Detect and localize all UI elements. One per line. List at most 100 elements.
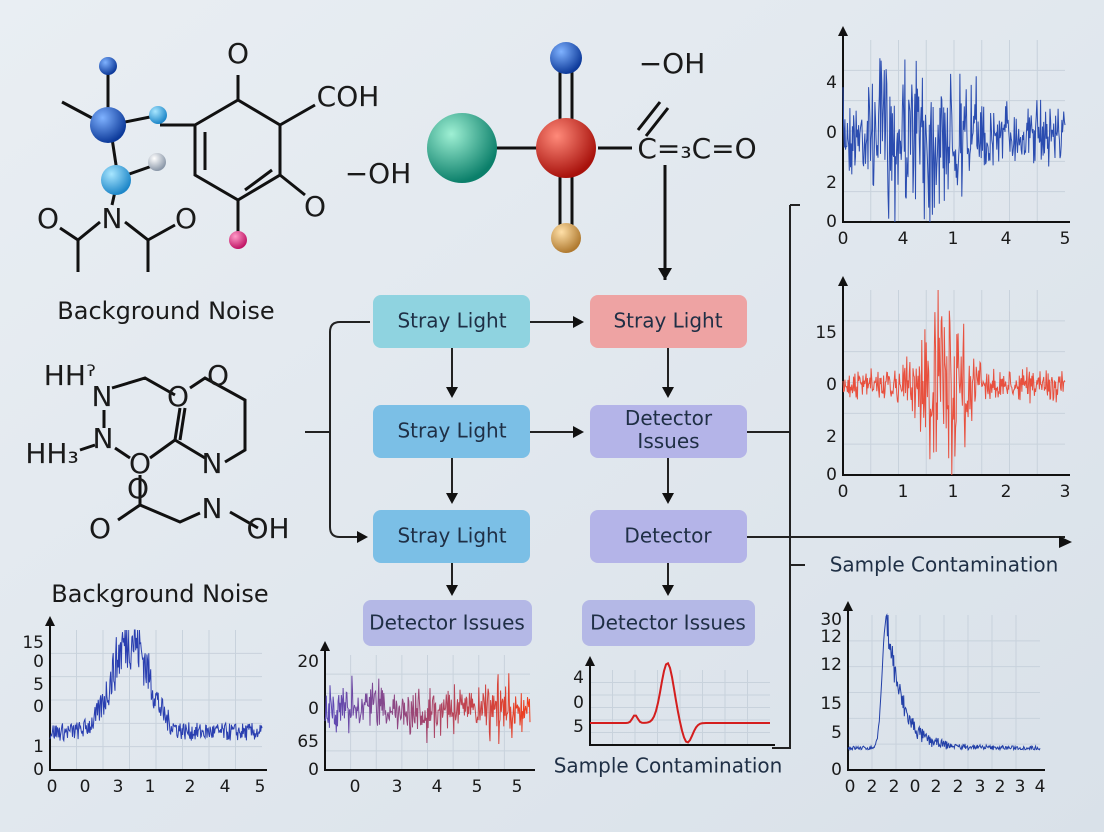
axis	[324, 645, 535, 771]
x-tick-label: 4	[432, 777, 443, 797]
node-label: Detector	[624, 524, 712, 548]
y-tick-label: 1	[33, 737, 44, 757]
x-tick-label: 0	[845, 777, 856, 797]
node-label: Stray Light	[397, 419, 506, 443]
node-box	[373, 510, 530, 563]
x-tick-label: 0	[910, 777, 921, 797]
x-tick-label: 3	[392, 777, 403, 797]
axis	[847, 605, 1045, 771]
atom: O	[37, 202, 59, 235]
y-tick-label: 0	[826, 375, 837, 395]
atom: O	[227, 37, 249, 70]
x-tick-label: 1	[898, 482, 909, 502]
y-tick-label: 0	[33, 760, 44, 780]
y-tick-label: 5	[831, 723, 842, 743]
node-box	[373, 405, 530, 458]
label: Sample Contamination	[830, 553, 1059, 577]
y-tick-label: 15	[22, 633, 44, 653]
y-tick-label: 2	[826, 173, 837, 193]
x-tick-label: 0	[80, 777, 91, 797]
atom: OH	[246, 512, 289, 545]
x-tick-label: 4	[1001, 229, 1012, 249]
node-label: Detector Issues	[369, 611, 525, 635]
node-label: Stray Light	[613, 309, 722, 333]
atom: HH₃	[25, 437, 78, 470]
x-tick-label: 4	[1035, 777, 1046, 797]
caption: Background Noise	[57, 297, 274, 325]
x-tick-label: 2	[185, 777, 196, 797]
axis-arrow	[838, 276, 848, 286]
x-tick-label: 0	[350, 777, 361, 797]
x-tick-label: 1	[948, 229, 959, 249]
molecule-3: HHˀ N O O HH₃ N O N O O N OH Background …	[25, 359, 289, 608]
y-tick-label: 5	[33, 675, 44, 695]
x-tick-label: 2	[889, 777, 900, 797]
atom: O	[207, 359, 229, 392]
y-tick-label: 0	[308, 760, 319, 780]
mini-chart: 4 0 5	[573, 656, 775, 746]
axis-arrow	[320, 641, 330, 651]
signal	[49, 629, 263, 743]
x-tick-label: 3	[1060, 482, 1071, 502]
x-tick-label: 5	[512, 777, 523, 797]
x-tick-label: 2	[995, 777, 1006, 797]
node-box	[590, 405, 747, 458]
connectors	[305, 204, 1072, 749]
y-tick-label: 0	[308, 699, 319, 719]
y-tick-label: 0	[33, 652, 44, 672]
y-tick-label: 0	[33, 697, 44, 717]
node-label: Stray Light	[397, 309, 506, 333]
y-tick-label: 0	[826, 465, 837, 485]
y-tick-label: 15	[820, 694, 842, 714]
flowchart: Stray Light Stray Light Stray Light Dete…	[363, 295, 1058, 778]
y-tick-label: 30	[820, 610, 842, 630]
atom: O	[167, 380, 189, 413]
axis-arrow	[45, 616, 55, 626]
node-box	[363, 600, 532, 646]
atom: N	[102, 202, 123, 235]
node-box	[590, 295, 747, 348]
x-tick-label: 2	[953, 777, 964, 797]
node-label: Detector Issues	[590, 611, 746, 635]
y-tick-label: 2	[826, 427, 837, 447]
x-tick-label: 3	[1015, 777, 1026, 797]
molecule-1: O COH −OH O O N O Background Noise	[37, 37, 411, 325]
x-tick-label: 1	[948, 482, 959, 502]
x-tick-label: 5	[255, 777, 266, 797]
atom: −OH	[345, 157, 412, 190]
x-tick-label: 3	[113, 777, 124, 797]
atom: N	[93, 422, 114, 455]
atom: N	[92, 380, 113, 413]
x-tick-label: 4	[898, 229, 909, 249]
y-tick-label: 4	[573, 668, 584, 688]
atom: COH	[317, 80, 380, 113]
x-tick-label: 0	[838, 482, 849, 502]
atom: O	[129, 447, 151, 480]
y-tick-label: 4	[826, 73, 837, 93]
y-tick-label: 0	[826, 123, 837, 143]
y-tick-label: 15	[815, 323, 837, 343]
signal	[590, 661, 770, 744]
y-tick-label: 12	[820, 655, 842, 675]
node-box	[590, 510, 747, 563]
signal	[842, 289, 1066, 476]
x-tick-label: 0	[838, 229, 849, 249]
signal	[324, 673, 531, 745]
x-tick-label: 1	[145, 777, 156, 797]
atom: O	[304, 190, 326, 223]
x-tick-label: 5	[472, 777, 483, 797]
label: Sample Contamination	[554, 754, 783, 778]
mini-chart: 20 0 65 0 0 3 4 5 5	[297, 641, 535, 797]
y-tick-label: 0	[573, 693, 584, 713]
y-tick-label: 0	[831, 760, 842, 780]
atom: −OH	[639, 47, 706, 80]
x-tick-label: 2	[867, 777, 878, 797]
signal	[847, 613, 1041, 752]
x-tick-label: 4	[220, 777, 231, 797]
axis-arrow	[843, 601, 853, 611]
